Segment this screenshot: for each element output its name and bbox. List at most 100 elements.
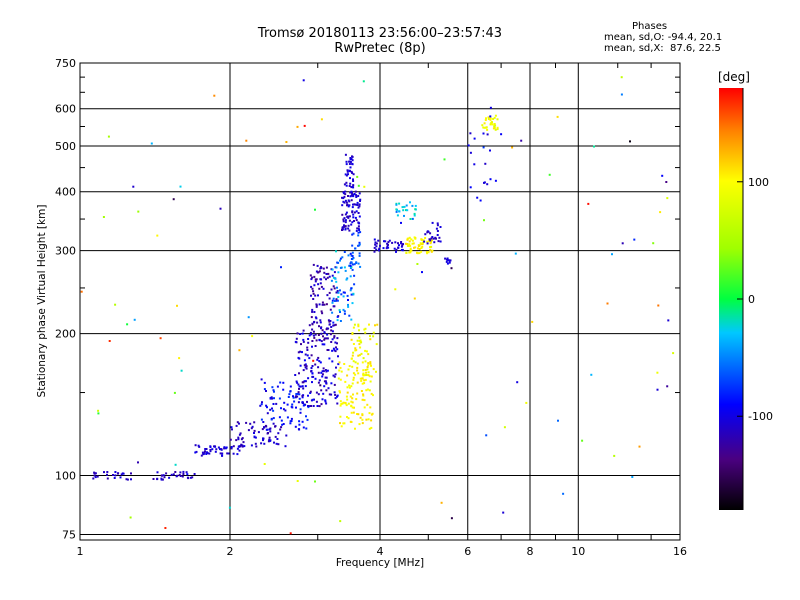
data-point bbox=[344, 199, 347, 202]
data-point bbox=[310, 370, 313, 373]
data-point bbox=[344, 190, 347, 193]
data-point bbox=[286, 403, 289, 406]
data-point bbox=[350, 411, 353, 414]
data-point bbox=[436, 224, 439, 227]
data-point bbox=[297, 401, 300, 404]
data-point bbox=[339, 366, 342, 369]
data-point bbox=[302, 402, 304, 404]
data-point bbox=[325, 278, 327, 281]
data-point bbox=[350, 261, 353, 264]
data-point bbox=[348, 384, 351, 387]
data-point bbox=[374, 243, 377, 246]
data-point bbox=[336, 299, 339, 302]
data-point bbox=[437, 240, 440, 243]
data-point bbox=[343, 312, 346, 315]
data-point bbox=[223, 446, 226, 449]
data-point bbox=[321, 301, 324, 304]
data-point bbox=[351, 159, 354, 162]
data-point bbox=[356, 339, 359, 342]
grid-lines bbox=[80, 63, 680, 540]
data-point bbox=[445, 258, 448, 261]
data-point bbox=[353, 323, 356, 326]
data-point bbox=[310, 316, 313, 319]
data-point bbox=[363, 379, 366, 382]
data-point bbox=[369, 380, 372, 383]
data-point bbox=[312, 292, 315, 295]
data-point bbox=[384, 240, 387, 243]
data-point bbox=[306, 400, 308, 403]
data-point bbox=[223, 447, 226, 450]
data-point bbox=[226, 452, 229, 455]
data-point bbox=[352, 216, 355, 219]
data-point bbox=[235, 424, 238, 427]
data-point bbox=[367, 374, 370, 377]
data-point bbox=[633, 238, 636, 241]
data-point bbox=[230, 447, 233, 450]
data-point bbox=[382, 247, 385, 250]
data-point bbox=[448, 261, 451, 264]
data-point bbox=[347, 216, 350, 219]
data-point bbox=[511, 146, 514, 149]
data-point bbox=[334, 323, 337, 326]
data-point bbox=[548, 173, 551, 176]
data-point bbox=[659, 211, 662, 214]
data-point bbox=[408, 243, 411, 246]
data-point bbox=[367, 418, 370, 421]
data-point bbox=[353, 283, 356, 286]
data-point bbox=[483, 181, 486, 184]
data-point bbox=[316, 321, 319, 324]
data-point bbox=[338, 361, 341, 364]
data-point bbox=[406, 243, 409, 245]
data-point bbox=[307, 405, 309, 407]
data-point bbox=[431, 249, 434, 252]
data-point bbox=[346, 391, 349, 394]
data-point bbox=[119, 476, 122, 479]
data-point bbox=[409, 244, 412, 247]
data-point bbox=[362, 393, 365, 396]
data-point bbox=[294, 396, 297, 399]
data-point bbox=[395, 210, 398, 213]
data-point bbox=[251, 335, 254, 338]
data-point bbox=[318, 303, 321, 306]
data-point bbox=[483, 122, 486, 125]
data-point bbox=[324, 399, 327, 402]
data-point bbox=[473, 163, 476, 166]
data-point bbox=[292, 396, 295, 399]
data-point bbox=[346, 386, 349, 389]
data-point bbox=[351, 406, 354, 409]
data-point bbox=[405, 251, 408, 254]
data-point bbox=[315, 303, 318, 306]
data-point bbox=[400, 249, 403, 251]
data-point bbox=[491, 121, 493, 124]
data-point bbox=[302, 381, 305, 384]
data-point bbox=[160, 474, 163, 477]
data-point bbox=[296, 332, 299, 335]
data-point bbox=[343, 217, 346, 220]
data-point bbox=[213, 445, 215, 448]
data-point bbox=[243, 445, 246, 448]
data-point bbox=[309, 390, 312, 393]
data-point bbox=[321, 312, 324, 315]
data-point bbox=[314, 294, 317, 297]
data-point bbox=[367, 364, 370, 367]
data-point bbox=[345, 201, 348, 204]
data-point bbox=[114, 471, 117, 473]
data-point bbox=[352, 351, 355, 354]
data-point bbox=[351, 206, 354, 209]
data-point bbox=[343, 201, 346, 204]
data-point bbox=[346, 277, 349, 280]
data-point bbox=[160, 478, 163, 481]
data-point bbox=[347, 224, 350, 227]
y-tick-label: 100 bbox=[55, 470, 76, 483]
data-point bbox=[325, 381, 328, 384]
data-point bbox=[294, 340, 297, 343]
data-point bbox=[331, 268, 334, 271]
data-point bbox=[328, 320, 331, 323]
data-point bbox=[277, 432, 280, 435]
data-point bbox=[263, 442, 266, 445]
data-point bbox=[325, 370, 328, 373]
data-point bbox=[271, 386, 274, 389]
data-point bbox=[336, 394, 339, 397]
data-point bbox=[320, 278, 323, 281]
data-point bbox=[349, 191, 352, 194]
